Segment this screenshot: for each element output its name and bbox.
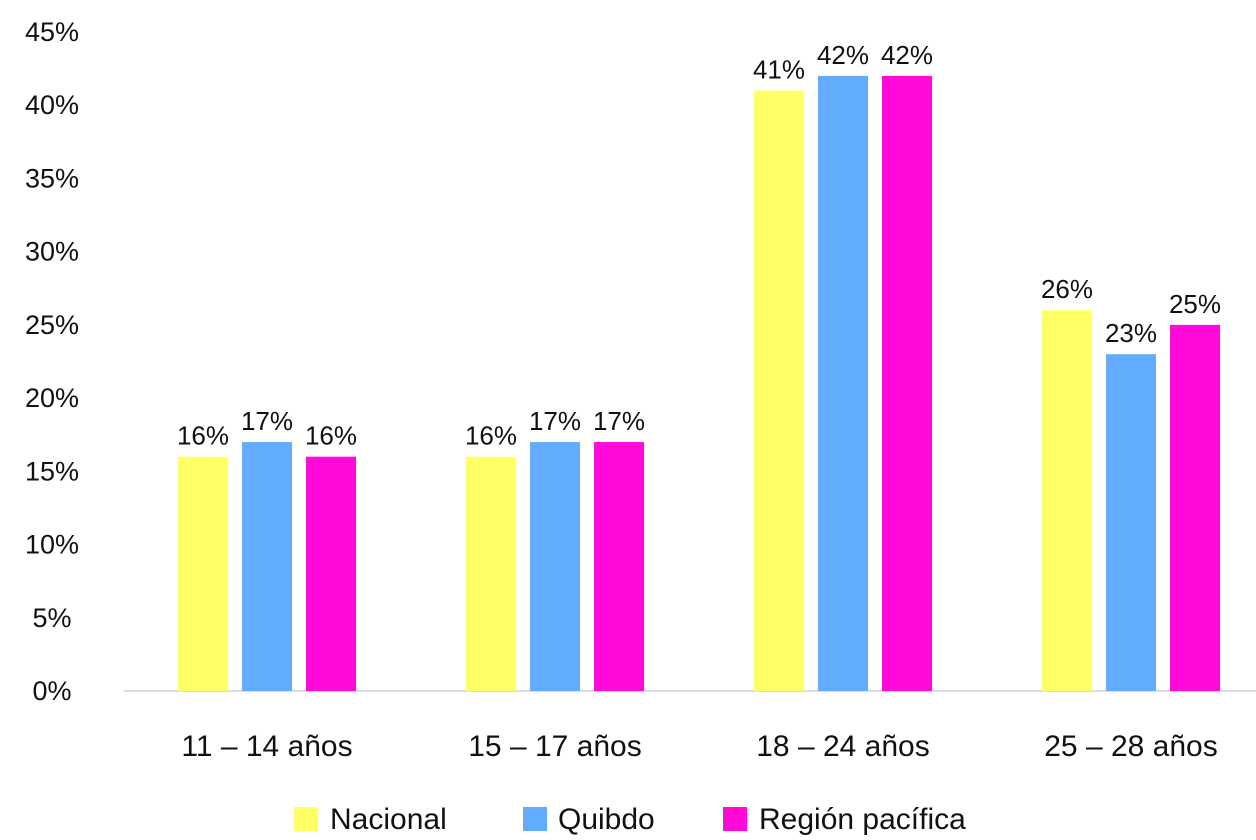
y-tick-label: 10% bbox=[25, 530, 79, 560]
data-label: 16% bbox=[305, 421, 357, 451]
x-axis: 11 – 14 años 15 – 17 años 18 – 24 años 25 –… bbox=[181, 730, 1217, 763]
bar-nacional bbox=[178, 456, 228, 691]
data-label: 16% bbox=[465, 421, 517, 451]
y-tick-label: 0% bbox=[32, 676, 71, 706]
bar-quibdo bbox=[242, 442, 292, 691]
y-tick-label: 20% bbox=[25, 383, 79, 413]
bar-regi-n-pac-fica bbox=[594, 442, 644, 691]
data-label: 26% bbox=[1041, 274, 1093, 304]
bar-nacional bbox=[754, 90, 804, 692]
y-tick-label: 45% bbox=[25, 17, 79, 47]
data-label: 42% bbox=[881, 40, 933, 70]
y-tick-label: 5% bbox=[32, 603, 71, 633]
legend-label: Nacional bbox=[330, 803, 447, 835]
x-tick-label: 11 – 14 años bbox=[181, 730, 352, 763]
legend-label: Quibdo bbox=[558, 803, 655, 835]
x-tick-label: 25 – 28 años bbox=[1044, 730, 1217, 763]
data-label: 16% bbox=[177, 421, 229, 451]
bar-regi-n-pac-fica bbox=[882, 75, 932, 691]
data-label: 41% bbox=[753, 55, 805, 85]
data-label: 17% bbox=[241, 406, 293, 436]
y-tick-label: 25% bbox=[25, 310, 79, 340]
data-label: 17% bbox=[529, 406, 581, 436]
bar-quibdo bbox=[530, 442, 580, 691]
legend-swatch bbox=[523, 807, 547, 831]
y-tick-label: 30% bbox=[25, 237, 79, 267]
legend-swatch bbox=[294, 807, 318, 831]
y-axis: 0% 5% 10% 15% 20% 25% 30% 35% 40% 45% bbox=[25, 17, 79, 706]
data-label: 23% bbox=[1105, 318, 1157, 348]
data-label: 25% bbox=[1169, 289, 1221, 319]
bar-regi-n-pac-fica bbox=[1170, 324, 1220, 691]
x-tick-label: 15 – 17 años bbox=[468, 730, 641, 763]
y-tick-label: 35% bbox=[25, 163, 79, 193]
y-tick-label: 40% bbox=[25, 90, 79, 120]
legend: Nacional Quibdo Región pacífica bbox=[294, 803, 966, 836]
bar-quibdo bbox=[818, 75, 868, 691]
bar-regi-n-pac-fica bbox=[306, 456, 356, 691]
legend-swatch bbox=[723, 807, 747, 831]
y-tick-label: 15% bbox=[25, 456, 79, 486]
data-label: 42% bbox=[817, 40, 869, 70]
data-labels-group: 16% 17% 16% 16% 17% 17% 41% 42% 42% 26% 23% 25% bbox=[177, 40, 1221, 451]
bar-quibdo bbox=[1106, 354, 1156, 691]
legend-label: Región pacífica bbox=[759, 803, 966, 835]
bars-group bbox=[178, 75, 1220, 692]
x-tick-label: 18 – 24 años bbox=[756, 730, 929, 763]
bar-nacional bbox=[1042, 310, 1092, 691]
data-label: 17% bbox=[593, 406, 645, 436]
bar-nacional bbox=[466, 456, 516, 691]
